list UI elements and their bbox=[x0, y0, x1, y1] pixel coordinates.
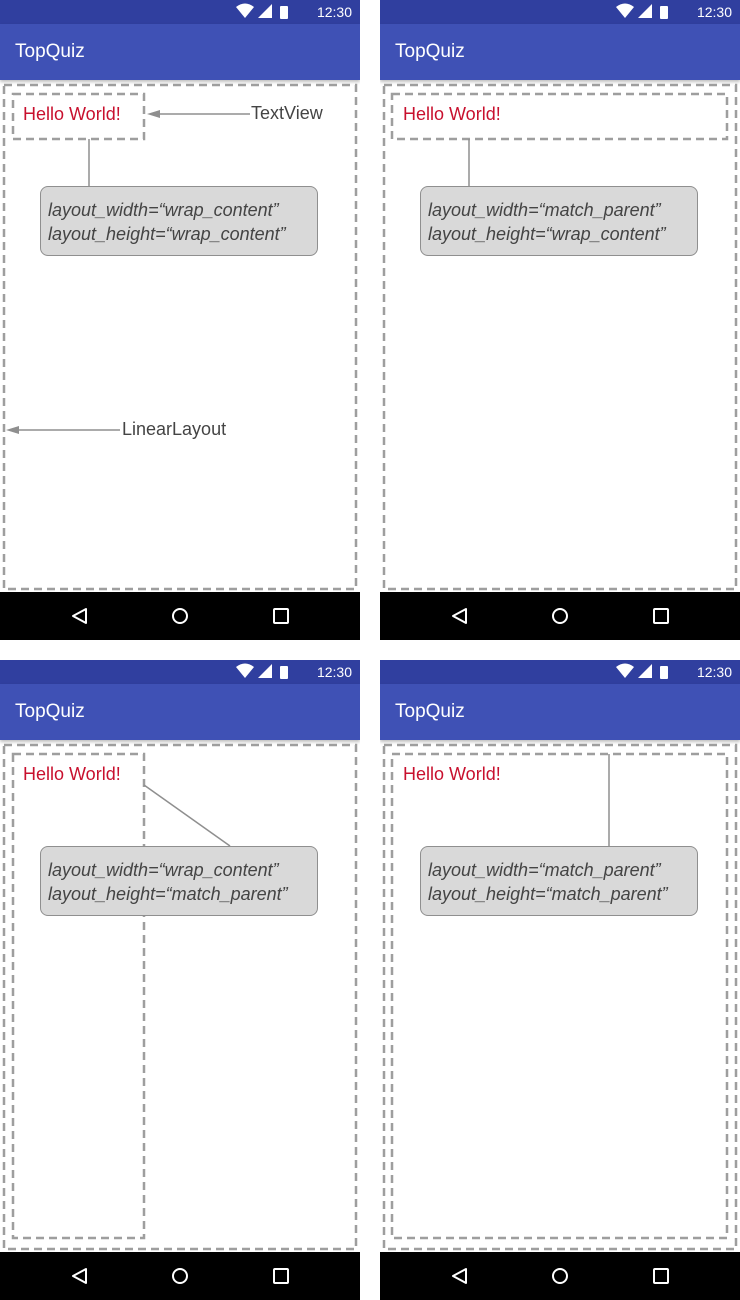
linear-layout-outline bbox=[2, 83, 358, 591]
text-view: Hello World! bbox=[23, 104, 121, 124]
status-icons bbox=[236, 3, 288, 19]
battery-icon bbox=[660, 666, 668, 679]
status-time: 12:30 bbox=[316, 664, 352, 680]
status-icons bbox=[236, 663, 288, 679]
callout-box: layout_width=“wrap_content” layout_heigh… bbox=[40, 846, 318, 916]
app-title: TopQuiz bbox=[15, 701, 85, 722]
layout-width-label: layout_width=“match_parent” bbox=[428, 860, 661, 880]
status-time: 12:30 bbox=[696, 4, 732, 20]
navigation-bar bbox=[380, 1252, 740, 1300]
text-view: Hello World! bbox=[403, 764, 501, 784]
phone-screen-match-match: 12:30 TopQuiz Hello World! layout_width=… bbox=[380, 660, 740, 1300]
status-bar: 12:30 bbox=[0, 660, 360, 684]
wifi-icon bbox=[236, 3, 254, 18]
app-title: TopQuiz bbox=[395, 701, 465, 722]
linear-layout: Hello World! layout_width=“wrap_content”… bbox=[0, 740, 360, 1252]
home-icon bbox=[552, 1268, 568, 1284]
navigation-bar bbox=[380, 592, 740, 640]
text-view-outline bbox=[390, 752, 729, 1240]
navigation-bar bbox=[0, 592, 360, 640]
linear-layout-arrow-head bbox=[6, 426, 19, 434]
phone-screen-wrap-wrap: 12:30 TopQuiz Hello World! layout_width=… bbox=[0, 0, 360, 640]
linear-layout: Hello World! layout_width=“wrap_content”… bbox=[0, 80, 360, 592]
status-bar: 12:30 bbox=[380, 660, 740, 684]
phone-screen-match-wrap: 12:30 TopQuiz Hello World! layout_width=… bbox=[380, 0, 740, 640]
battery-icon bbox=[660, 6, 668, 19]
linear-layout-outline bbox=[382, 743, 738, 1251]
home-icon bbox=[172, 608, 188, 624]
navigation-bar bbox=[0, 1252, 360, 1300]
linear-layout-annotation: LinearLayout bbox=[122, 419, 227, 439]
callout-box: layout_width=“wrap_content” layout_heigh… bbox=[40, 186, 318, 256]
status-bar: 12:30 bbox=[380, 0, 740, 24]
layout-width-label: layout_width=“match_parent” bbox=[428, 200, 661, 220]
status-time: 12:30 bbox=[696, 664, 732, 680]
linear-layout: Hello World! layout_width=“match_parent”… bbox=[380, 80, 740, 592]
layout-height-label: layout_height=“wrap_content” bbox=[428, 224, 666, 244]
recents-icon bbox=[273, 1268, 289, 1284]
home-icon bbox=[172, 1268, 188, 1284]
layout-outlines bbox=[382, 743, 738, 1251]
status-bar: 12:30 bbox=[0, 0, 360, 24]
phone-screen-wrap-match: 12:30 TopQuiz Hello World! layout_width=… bbox=[0, 660, 360, 1300]
app-title: TopQuiz bbox=[15, 41, 85, 62]
cell-signal-icon bbox=[638, 4, 652, 18]
layout-height-label: layout_height=“match_parent” bbox=[48, 884, 288, 904]
text-view-annotation: TextView bbox=[251, 103, 323, 123]
cell-signal-icon bbox=[638, 664, 652, 678]
linear-layout-outline bbox=[2, 743, 358, 1251]
layout-outlines bbox=[2, 743, 358, 1251]
layout-height-label: layout_height=“match_parent” bbox=[428, 884, 668, 904]
back-icon bbox=[72, 1268, 87, 1284]
layout-outlines bbox=[2, 83, 358, 591]
recents-icon bbox=[653, 608, 669, 624]
linear-layout-outline bbox=[382, 83, 738, 591]
text-view: Hello World! bbox=[403, 104, 501, 124]
cell-signal-icon bbox=[258, 664, 272, 678]
home-icon bbox=[552, 608, 568, 624]
app-bar: TopQuiz bbox=[380, 24, 740, 80]
layout-width-label: layout_width=“wrap_content” bbox=[48, 860, 279, 880]
recents-icon bbox=[653, 1268, 669, 1284]
app-bar: TopQuiz bbox=[0, 684, 360, 740]
wifi-icon bbox=[236, 663, 254, 678]
callout-box: layout_width=“match_parent” layout_heigh… bbox=[420, 186, 698, 256]
battery-icon bbox=[280, 666, 288, 679]
layout-height-label: layout_height=“wrap_content” bbox=[48, 224, 286, 244]
text-view: Hello World! bbox=[23, 764, 121, 784]
battery-icon bbox=[280, 6, 288, 19]
callout-connector bbox=[143, 784, 231, 847]
app-bar: TopQuiz bbox=[0, 24, 360, 80]
status-icons bbox=[616, 3, 668, 19]
back-icon bbox=[452, 608, 467, 624]
linear-layout: Hello World! layout_width=“match_parent”… bbox=[380, 740, 740, 1252]
text-view-outline bbox=[11, 752, 146, 1240]
layout-width-label: layout_width=“wrap_content” bbox=[48, 200, 279, 220]
back-icon bbox=[452, 1268, 467, 1284]
app-bar: TopQuiz bbox=[380, 684, 740, 740]
status-time: 12:30 bbox=[316, 4, 352, 20]
cell-signal-icon bbox=[258, 4, 272, 18]
wifi-icon bbox=[616, 663, 634, 678]
app-title: TopQuiz bbox=[395, 41, 465, 62]
wifi-icon bbox=[616, 3, 634, 18]
callout-box: layout_width=“match_parent” layout_heigh… bbox=[420, 846, 698, 916]
recents-icon bbox=[273, 608, 289, 624]
text-view-outline bbox=[11, 92, 146, 141]
layout-outlines bbox=[382, 83, 738, 591]
text-view-arrow-head bbox=[147, 110, 160, 118]
status-icons bbox=[616, 663, 668, 679]
back-icon bbox=[72, 608, 87, 624]
text-view-outline bbox=[390, 92, 729, 141]
